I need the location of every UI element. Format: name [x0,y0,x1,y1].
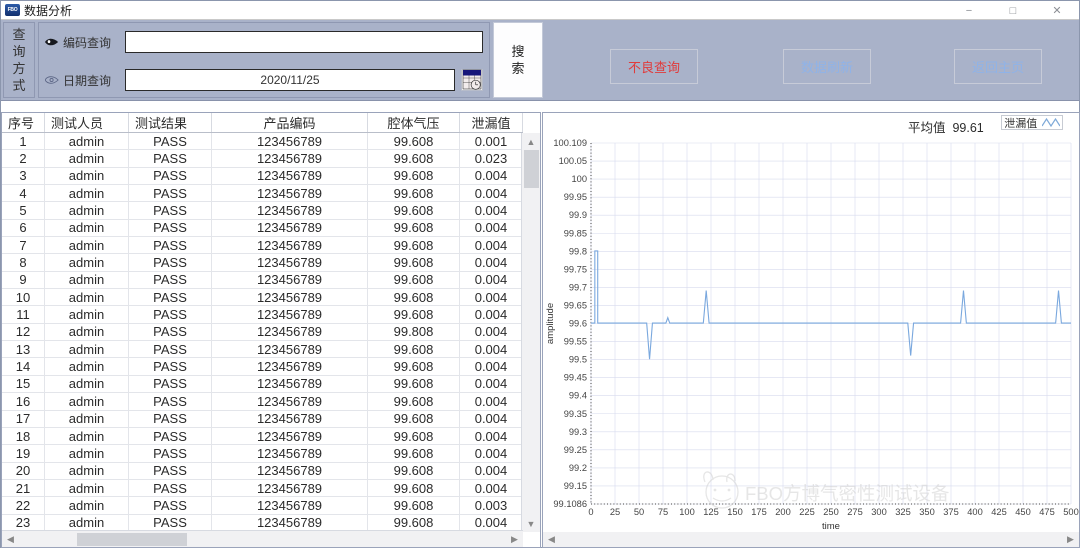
svg-text:450: 450 [1015,507,1031,517]
svg-text:FBO方博气密性测试设备: FBO方博气密性测试设备 [745,483,950,504]
svg-text:99.9: 99.9 [569,210,587,220]
svg-text:150: 150 [727,507,743,517]
svg-text:99.4: 99.4 [569,391,587,401]
svg-text:100: 100 [571,174,587,184]
svg-text:275: 275 [847,507,863,517]
svg-text:amplitude: amplitude [545,303,556,344]
svg-text:175: 175 [751,507,767,517]
svg-text:25: 25 [610,507,620,517]
svg-text:325: 325 [895,507,911,517]
svg-text:300: 300 [871,507,887,517]
svg-text:99.55: 99.55 [564,337,587,347]
svg-text:100.05: 100.05 [559,156,587,166]
svg-text:99.2: 99.2 [569,463,587,473]
svg-text:99.95: 99.95 [564,192,587,202]
svg-text:225: 225 [799,507,815,517]
svg-text:99.7: 99.7 [569,282,587,292]
svg-text:350: 350 [919,507,935,517]
svg-text:425: 425 [991,507,1007,517]
svg-text:500: 500 [1063,507,1079,517]
svg-text:375: 375 [943,507,959,517]
svg-text:75: 75 [658,507,668,517]
svg-text:99.45: 99.45 [564,373,587,383]
svg-text:125: 125 [703,507,719,517]
svg-text:99.75: 99.75 [564,264,587,274]
svg-text:99.85: 99.85 [564,228,587,238]
svg-text:100.109: 100.109 [553,138,587,148]
svg-text:400: 400 [967,507,983,517]
svg-text:99.6: 99.6 [569,319,587,329]
svg-text:99.25: 99.25 [564,445,587,455]
svg-text:99.35: 99.35 [564,409,587,419]
svg-text:0: 0 [588,507,593,517]
svg-text:99.8: 99.8 [569,246,587,256]
svg-text:100: 100 [679,507,695,517]
svg-text:time: time [822,521,840,532]
svg-text:50: 50 [634,507,644,517]
svg-text:200: 200 [775,507,791,517]
svg-text:99.15: 99.15 [564,481,587,491]
svg-text:99.65: 99.65 [564,300,587,310]
svg-text:99.3: 99.3 [569,427,587,437]
svg-text:99.1086: 99.1086 [553,499,587,509]
svg-text:475: 475 [1039,507,1055,517]
svg-text:250: 250 [823,507,839,517]
svg-text:99.5: 99.5 [569,355,587,365]
